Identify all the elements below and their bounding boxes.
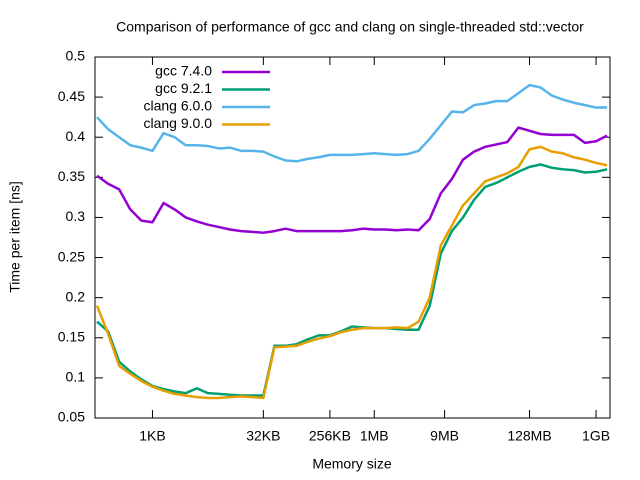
legend-label: gcc 7.4.0 — [155, 63, 212, 79]
x-tick-label: 128MB — [507, 428, 551, 444]
series-line — [96, 83, 608, 163]
series-line — [95, 145, 608, 400]
y-tick-label: 0.45 — [58, 88, 85, 104]
x-tick-label: 9MB — [430, 428, 459, 444]
x-tick-label: 1KB — [139, 428, 165, 444]
y-tick-label: 0.15 — [58, 328, 85, 344]
y-tick-label: 0.1 — [66, 369, 86, 385]
x-axis-label: Memory size — [312, 456, 392, 472]
plot-frame — [94, 56, 611, 419]
x-tick-label: 32KB — [246, 428, 280, 444]
y-tick-label: 0.25 — [58, 248, 85, 264]
y-tick-label: 0.4 — [66, 128, 86, 144]
y-tick-label: 0.35 — [58, 168, 85, 184]
chart-title: Comparison of performance of gcc and cla… — [116, 19, 584, 35]
x-tick-label: 1MB — [360, 428, 389, 444]
series-line — [96, 163, 608, 397]
x-tick-label: 1GB — [582, 428, 610, 444]
y-tick-label: 0.3 — [66, 208, 86, 224]
y-tick-label: 0.05 — [58, 409, 85, 425]
y-axis-label: Time per item [ns] — [7, 181, 23, 293]
series-line — [96, 126, 608, 234]
x-tick-label: 256KB — [309, 428, 351, 444]
legend-label: clang 9.0.0 — [144, 115, 213, 131]
legend-label: gcc 9.2.1 — [155, 80, 212, 96]
y-tick-label: 0.5 — [66, 48, 86, 64]
legend-label: clang 6.0.0 — [144, 98, 213, 114]
y-tick-label: 0.2 — [66, 288, 86, 304]
